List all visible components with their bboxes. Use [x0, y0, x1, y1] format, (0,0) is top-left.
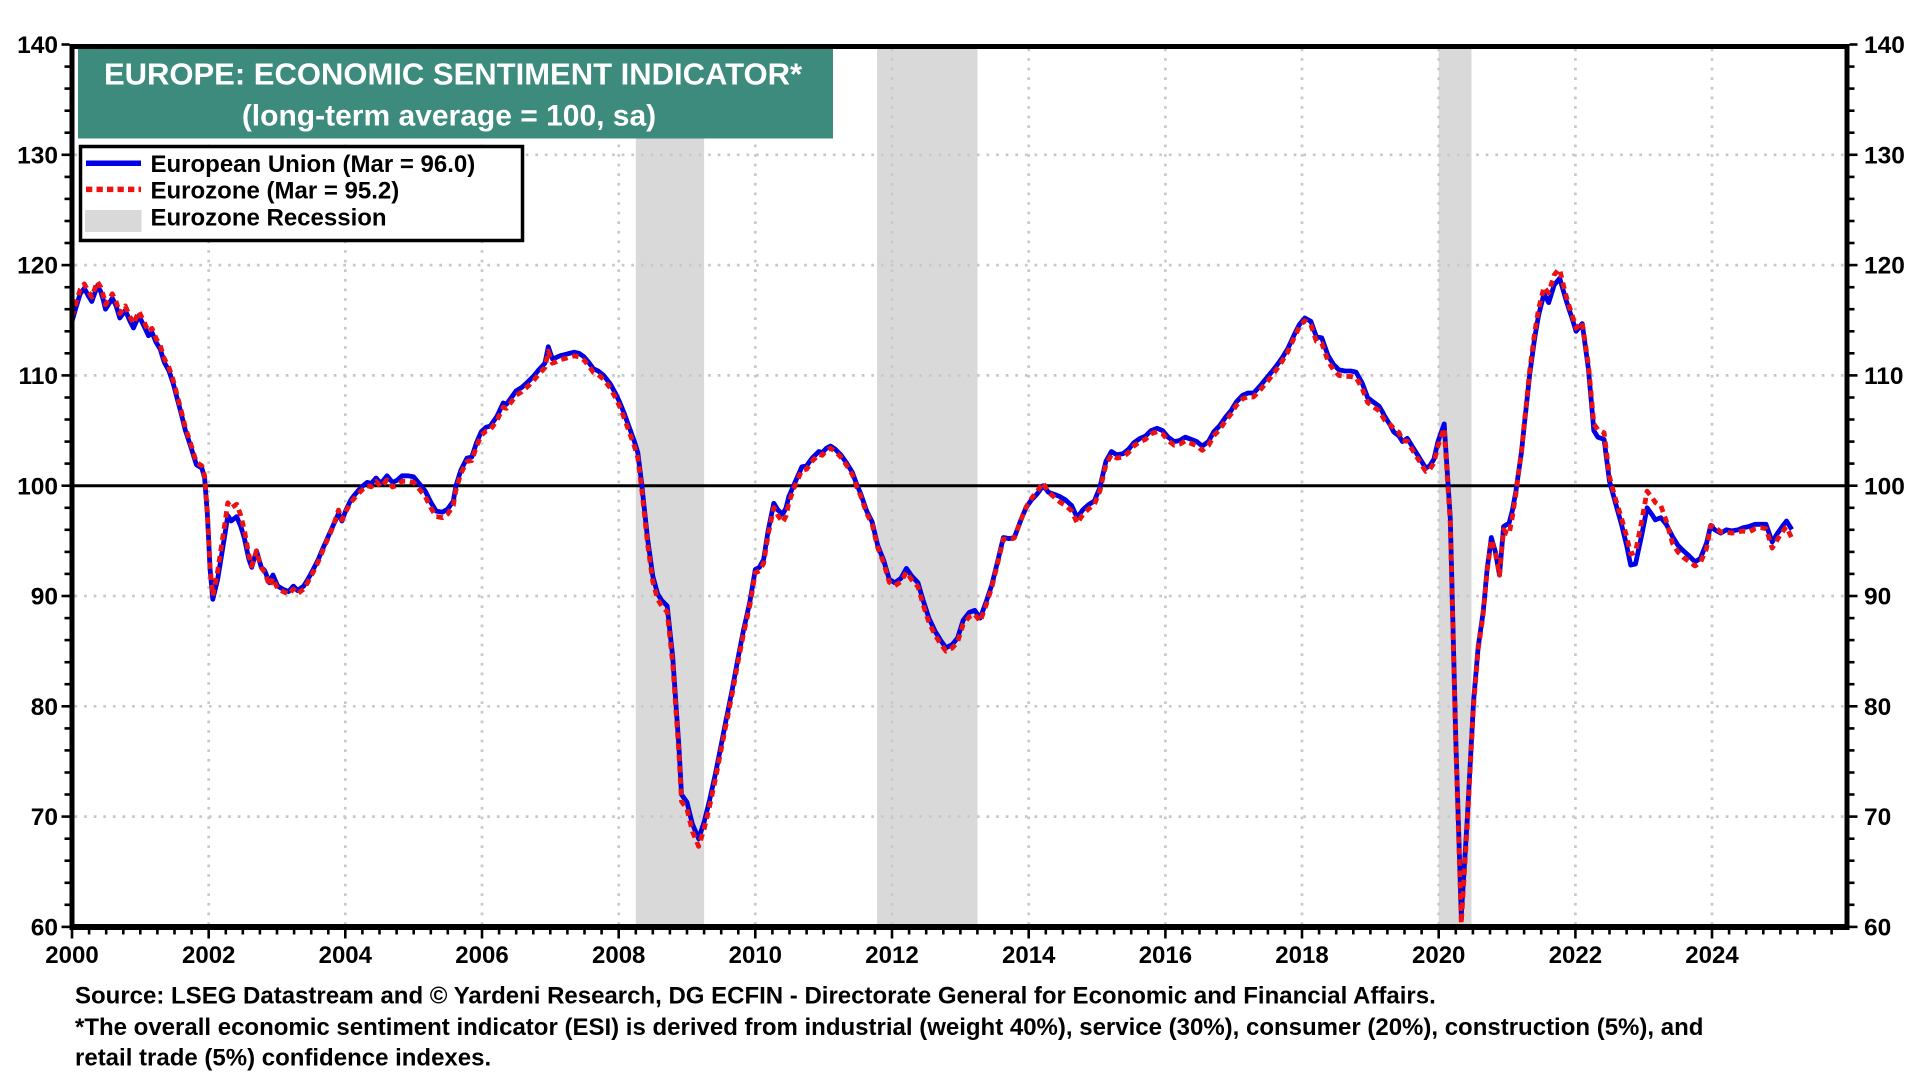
svg-text:Source: LSEG Datastream and ©: Source: LSEG Datastream and © Yardeni Re… [75, 983, 1436, 1010]
svg-text:2008: 2008 [592, 942, 645, 969]
svg-text:2018: 2018 [1275, 942, 1328, 969]
svg-text:130: 130 [1864, 142, 1905, 169]
svg-text:2006: 2006 [455, 942, 508, 969]
svg-text:100: 100 [1864, 473, 1905, 500]
svg-text:60: 60 [1864, 915, 1891, 942]
svg-text:60: 60 [31, 915, 58, 942]
svg-text:2004: 2004 [319, 942, 373, 969]
svg-text:70: 70 [1864, 804, 1891, 831]
svg-text:2016: 2016 [1139, 942, 1192, 969]
svg-text:140: 140 [1864, 32, 1905, 59]
svg-text:2020: 2020 [1412, 942, 1465, 969]
svg-text:Eurozone Recession: Eurozone Recession [151, 204, 387, 231]
svg-text:Eurozone (Mar = 95.2): Eurozone (Mar = 95.2) [151, 178, 400, 205]
svg-text:130: 130 [17, 142, 58, 169]
svg-text:140: 140 [17, 32, 58, 59]
svg-text:120: 120 [17, 253, 58, 280]
svg-text:2000: 2000 [45, 942, 98, 969]
svg-text:80: 80 [31, 694, 58, 721]
svg-text:2012: 2012 [865, 942, 918, 969]
svg-text:2022: 2022 [1549, 942, 1602, 969]
svg-text:100: 100 [17, 473, 58, 500]
svg-text:120: 120 [1864, 253, 1905, 280]
svg-text:retail trade (5%) confidence i: retail trade (5%) confidence indexes. [75, 1045, 491, 1072]
svg-text:EUROPE: ECONOMIC SENTIMENT IND: EUROPE: ECONOMIC SENTIMENT INDICATOR* [104, 57, 803, 92]
svg-text:2024: 2024 [1685, 942, 1739, 969]
svg-text:110: 110 [18, 363, 58, 390]
svg-text:90: 90 [31, 584, 58, 611]
svg-text:(long-term average = 100, sa): (long-term average = 100, sa) [242, 100, 656, 133]
svg-text:2002: 2002 [182, 942, 235, 969]
svg-text:2010: 2010 [729, 942, 782, 969]
svg-text:*The overall economic sentimen: *The overall economic sentiment indicato… [75, 1014, 1703, 1041]
svg-text:90: 90 [1864, 584, 1891, 611]
svg-text:2014: 2014 [1002, 942, 1056, 969]
svg-text:70: 70 [31, 804, 58, 831]
svg-text:80: 80 [1864, 694, 1891, 721]
svg-text:European Union (Mar = 96.0): European Union (Mar = 96.0) [151, 151, 476, 178]
svg-text:110: 110 [1864, 363, 1904, 390]
